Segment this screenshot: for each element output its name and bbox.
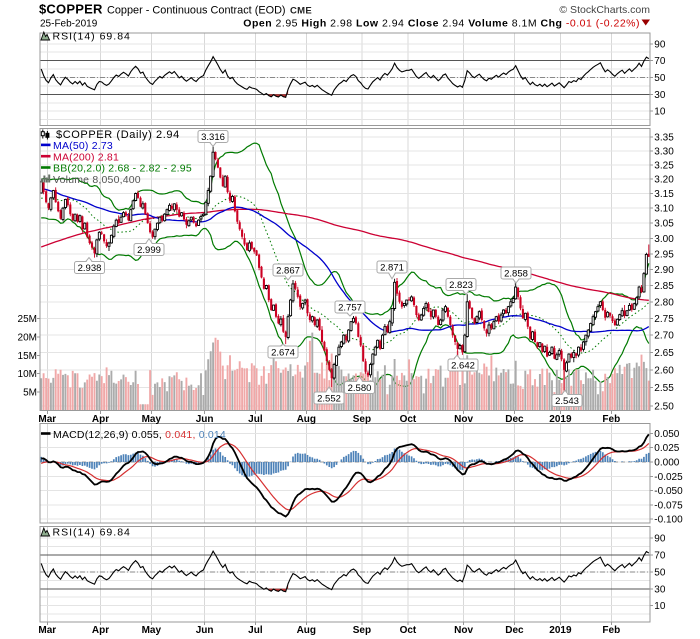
svg-text:50: 50 (654, 567, 666, 578)
svg-text:CME: CME (290, 6, 312, 17)
svg-text:2.70: 2.70 (654, 331, 674, 342)
svg-text:Nov: Nov (454, 625, 473, 636)
svg-text:25M: 25M (18, 314, 37, 325)
svg-text:2.55: 2.55 (654, 383, 674, 394)
svg-text:2.95: 2.95 (654, 249, 674, 260)
svg-text:Dec: Dec (505, 625, 524, 636)
svg-text:0.025: 0.025 (654, 443, 679, 454)
svg-text:Apr: Apr (92, 625, 109, 636)
svg-text:Jul: Jul (248, 414, 263, 425)
svg-text:10: 10 (654, 107, 666, 118)
svg-text:Aug: Aug (297, 625, 316, 636)
svg-text:Jun: Jun (196, 625, 214, 636)
svg-text:20M: 20M (18, 333, 37, 344)
svg-text:MA(50) 2.73: MA(50) 2.73 (53, 140, 113, 152)
svg-text:2.543: 2.543 (555, 396, 579, 407)
svg-text:Open 2.95 High 2.98 Low 2.94 C: Open 2.95 High 2.98 Low 2.94 Close 2.94 … (243, 18, 640, 30)
svg-text:2.580: 2.580 (348, 383, 372, 394)
svg-text:3.316: 3.316 (201, 132, 225, 143)
svg-text:Oct: Oct (400, 414, 417, 425)
svg-text:2.80: 2.80 (654, 297, 674, 308)
svg-text:© StockCharts.com: © StockCharts.com (559, 4, 650, 16)
svg-text:Volume 8,050,400: Volume 8,050,400 (53, 174, 141, 186)
svg-text:70: 70 (654, 56, 666, 67)
svg-text:Mar: Mar (38, 414, 56, 425)
svg-text:3.30: 3.30 (654, 146, 674, 157)
svg-text:Aug: Aug (297, 414, 316, 425)
svg-text:MA(200) 2.81: MA(200) 2.81 (53, 151, 119, 163)
svg-text:RSI(14) 69.84: RSI(14) 69.84 (53, 527, 131, 539)
svg-text:BB(20,2.0) 2.68 - 2.82 - 2.95: BB(20,2.0) 2.68 - 2.82 - 2.95 (53, 163, 192, 175)
svg-text:30: 30 (654, 584, 666, 595)
svg-text:2.858: 2.858 (504, 268, 528, 279)
svg-text:15M: 15M (18, 351, 37, 362)
svg-text:2.85: 2.85 (654, 281, 674, 292)
svg-text:Sep: Sep (353, 414, 371, 425)
svg-text:Jul: Jul (248, 625, 263, 636)
svg-text:3.05: 3.05 (654, 219, 674, 230)
svg-text:2.65: 2.65 (654, 348, 674, 359)
svg-text:-0.100: -0.100 (654, 515, 683, 526)
svg-text:-0.050: -0.050 (654, 486, 683, 497)
svg-text:3.35: 3.35 (654, 132, 674, 143)
svg-text:2.642: 2.642 (451, 360, 475, 371)
svg-text:$COPPER: $COPPER (39, 2, 103, 17)
svg-text:2.823: 2.823 (449, 280, 473, 291)
svg-text:2.674: 2.674 (271, 347, 295, 358)
svg-text:Apr: Apr (92, 414, 109, 425)
svg-text:RSI(14) 69.84: RSI(14) 69.84 (53, 31, 131, 43)
svg-text:Sep: Sep (353, 625, 371, 636)
svg-text:$COPPER (Daily) 2.94: $COPPER (Daily) 2.94 (56, 129, 180, 141)
svg-text:-0.075: -0.075 (654, 500, 683, 511)
svg-text:2.938: 2.938 (78, 263, 102, 274)
svg-text:10: 10 (654, 601, 666, 612)
svg-text:2.50: 2.50 (654, 401, 674, 412)
svg-text:May: May (142, 414, 162, 425)
svg-text:3.15: 3.15 (654, 189, 674, 200)
svg-text:90: 90 (654, 534, 666, 545)
svg-text:2.60: 2.60 (654, 365, 674, 376)
svg-text:-0.025: -0.025 (654, 472, 683, 483)
svg-text:10M: 10M (18, 369, 37, 380)
svg-text:May: May (142, 625, 162, 636)
svg-text:50: 50 (654, 73, 666, 84)
svg-text:2.90: 2.90 (654, 265, 674, 276)
svg-text:Jun: Jun (196, 414, 214, 425)
svg-text:3.00: 3.00 (654, 234, 674, 245)
svg-text:3.25: 3.25 (654, 160, 674, 171)
svg-text:Dec: Dec (505, 414, 524, 425)
svg-text:2019: 2019 (549, 414, 572, 425)
svg-text:2.757: 2.757 (338, 302, 362, 313)
svg-text:Mar: Mar (38, 625, 56, 636)
svg-text:Nov: Nov (454, 414, 473, 425)
svg-text:Oct: Oct (400, 625, 417, 636)
svg-text:0.050: 0.050 (654, 429, 679, 440)
svg-text:Feb: Feb (602, 414, 620, 425)
svg-text:2019: 2019 (549, 625, 572, 636)
svg-text:30: 30 (654, 90, 666, 101)
svg-text:70: 70 (654, 551, 666, 562)
svg-text:3.20: 3.20 (654, 175, 674, 186)
svg-text:2.999: 2.999 (137, 245, 161, 256)
svg-text:2.871: 2.871 (380, 262, 404, 273)
svg-text:Feb: Feb (602, 625, 620, 636)
svg-text:3.10: 3.10 (654, 204, 674, 215)
svg-text:0.000: 0.000 (654, 458, 679, 469)
svg-text:Copper - Continuous Contract (: Copper - Continuous Contract (EOD) (107, 5, 286, 17)
svg-text:2.552: 2.552 (317, 393, 341, 404)
svg-text:2.867: 2.867 (276, 265, 300, 276)
svg-text:90: 90 (654, 39, 666, 50)
svg-text:2.75: 2.75 (654, 314, 674, 325)
svg-text:MACD(12,26,9) 0.055, 0.041, 0.: MACD(12,26,9) 0.055, 0.041, 0.014 (53, 429, 226, 441)
svg-text:5M: 5M (23, 387, 37, 398)
svg-text:25-Feb-2019: 25-Feb-2019 (40, 19, 98, 30)
